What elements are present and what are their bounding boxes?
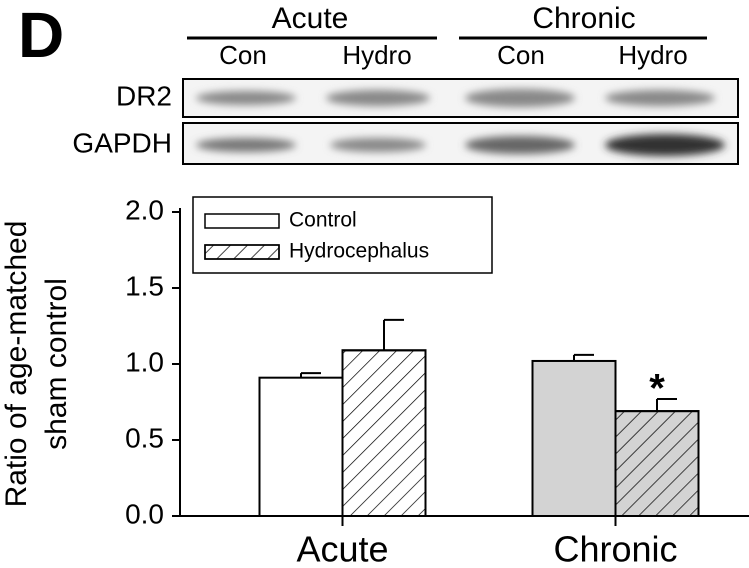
y-tick-label: 1.5 bbox=[125, 270, 164, 301]
blot-row-label: GAPDH bbox=[72, 127, 172, 158]
blot-lane: Con bbox=[497, 40, 545, 70]
annotation: * bbox=[649, 367, 665, 411]
blot-row-label: DR2 bbox=[116, 80, 172, 111]
blot-group: Chronic bbox=[532, 2, 635, 35]
blot-lane: Con bbox=[219, 40, 267, 70]
legend-swatch-hatch bbox=[204, 244, 280, 260]
y-axis-label: sham control bbox=[40, 278, 73, 450]
x-tick-label: Chronic bbox=[553, 529, 677, 568]
bar-hatch bbox=[614, 410, 700, 517]
legend-box bbox=[192, 196, 493, 274]
y-tick-label: 0.5 bbox=[125, 422, 164, 453]
blot-group: Acute bbox=[272, 2, 349, 35]
chart: 0.0 0.5 1.0 1.5 2.0 Ratio of age-matched sham … bbox=[0, 194, 749, 568]
legend-label: Control bbox=[289, 209, 357, 232]
y-tick-label: 1.0 bbox=[125, 346, 164, 377]
bar bbox=[258, 376, 344, 517]
bar-hatch bbox=[341, 349, 427, 517]
panel-label: D bbox=[18, 0, 64, 71]
y-tick-label: 2.0 bbox=[125, 194, 164, 225]
blot-bands bbox=[196, 89, 725, 156]
y-axis-label: Ratio of age-matched bbox=[0, 221, 33, 508]
bar bbox=[531, 359, 617, 517]
x-tick-label: Acute bbox=[296, 529, 388, 568]
blot-lane: Hydro bbox=[342, 40, 411, 70]
legend-label: Hydrocephalus bbox=[289, 240, 429, 263]
legend-swatch bbox=[204, 213, 280, 229]
y-tick-label: 0.0 bbox=[125, 498, 164, 529]
blot-lane: Hydro bbox=[618, 40, 687, 70]
